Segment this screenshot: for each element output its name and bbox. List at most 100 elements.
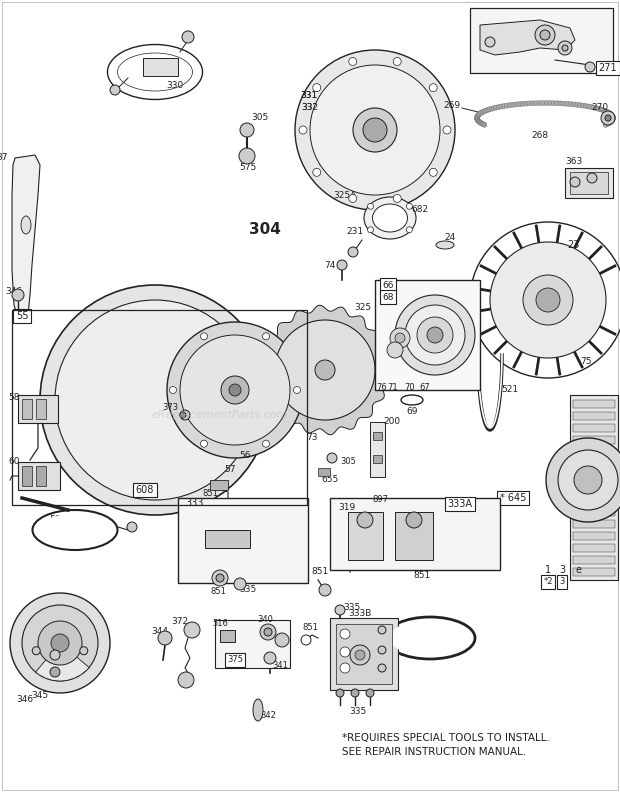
- Circle shape: [517, 101, 522, 107]
- Text: 3: 3: [559, 565, 565, 575]
- Text: 55: 55: [16, 311, 29, 321]
- Text: 331: 331: [301, 90, 318, 100]
- Bar: [573, 460, 615, 468]
- Circle shape: [312, 169, 321, 177]
- Circle shape: [558, 101, 563, 106]
- Circle shape: [368, 227, 374, 233]
- Bar: [18, 395, 58, 423]
- Text: * 645: * 645: [500, 493, 526, 503]
- Circle shape: [293, 386, 301, 394]
- Circle shape: [608, 120, 613, 124]
- Circle shape: [180, 335, 290, 445]
- Circle shape: [264, 652, 276, 664]
- Circle shape: [476, 113, 480, 118]
- Circle shape: [349, 195, 356, 203]
- Text: 332: 332: [301, 102, 318, 112]
- Circle shape: [319, 584, 331, 596]
- Polygon shape: [82, 135, 400, 440]
- Bar: [573, 472, 615, 480]
- Ellipse shape: [40, 516, 110, 544]
- Text: 70: 70: [405, 383, 415, 393]
- Text: 851: 851: [414, 570, 431, 580]
- Circle shape: [336, 689, 344, 697]
- Circle shape: [406, 512, 422, 528]
- Circle shape: [479, 110, 484, 116]
- Circle shape: [474, 116, 479, 120]
- Circle shape: [366, 689, 374, 697]
- Text: 200: 200: [383, 417, 401, 427]
- Text: 608: 608: [136, 485, 154, 495]
- Circle shape: [38, 621, 82, 665]
- Bar: [395, 512, 433, 560]
- Text: 68: 68: [383, 292, 394, 302]
- Text: 335: 335: [350, 707, 366, 717]
- Text: 304: 304: [249, 223, 281, 238]
- Text: 75: 75: [580, 357, 591, 367]
- Text: 69: 69: [406, 408, 418, 417]
- Circle shape: [547, 101, 553, 105]
- Circle shape: [510, 102, 515, 107]
- Circle shape: [594, 105, 599, 111]
- Circle shape: [262, 440, 270, 447]
- Text: 60: 60: [8, 458, 19, 466]
- Circle shape: [607, 120, 612, 125]
- Circle shape: [587, 173, 597, 183]
- Text: 851: 851: [210, 588, 226, 596]
- Bar: [573, 412, 615, 420]
- Text: 305: 305: [340, 458, 356, 466]
- Text: 342: 342: [260, 710, 276, 719]
- Bar: [570, 172, 608, 194]
- Circle shape: [598, 107, 603, 112]
- Bar: [370, 422, 385, 477]
- Circle shape: [40, 285, 270, 515]
- Circle shape: [480, 109, 485, 115]
- Circle shape: [32, 647, 40, 655]
- Bar: [336, 624, 392, 684]
- Bar: [573, 436, 615, 444]
- Ellipse shape: [373, 204, 407, 232]
- Circle shape: [476, 112, 481, 117]
- Circle shape: [483, 109, 488, 113]
- Circle shape: [485, 37, 495, 47]
- Circle shape: [489, 106, 494, 111]
- Circle shape: [480, 122, 485, 127]
- Circle shape: [295, 50, 455, 210]
- Bar: [373, 455, 382, 463]
- Text: 59: 59: [49, 516, 61, 524]
- Circle shape: [586, 104, 591, 109]
- Circle shape: [562, 45, 568, 51]
- Text: 1: 1: [545, 565, 551, 575]
- Circle shape: [378, 626, 386, 634]
- Circle shape: [476, 118, 480, 123]
- Circle shape: [393, 58, 401, 66]
- Circle shape: [476, 119, 481, 124]
- Bar: [143, 58, 178, 76]
- Circle shape: [478, 120, 483, 125]
- Circle shape: [178, 672, 194, 688]
- Circle shape: [169, 386, 177, 394]
- Circle shape: [443, 126, 451, 134]
- Circle shape: [565, 101, 570, 106]
- Circle shape: [216, 574, 224, 582]
- Text: 71: 71: [388, 383, 398, 393]
- Circle shape: [234, 578, 246, 590]
- Circle shape: [350, 645, 370, 665]
- Text: 851: 851: [302, 623, 318, 633]
- Ellipse shape: [392, 623, 467, 653]
- Circle shape: [405, 305, 465, 365]
- Circle shape: [494, 105, 498, 110]
- Circle shape: [212, 570, 228, 586]
- Text: 851: 851: [202, 489, 218, 498]
- Circle shape: [340, 647, 350, 657]
- Circle shape: [387, 342, 403, 358]
- Bar: [573, 532, 615, 540]
- Circle shape: [609, 112, 614, 117]
- Text: 344: 344: [151, 627, 169, 637]
- Text: 325: 325: [355, 303, 371, 313]
- Circle shape: [609, 118, 614, 123]
- Bar: [330, 498, 500, 570]
- Circle shape: [589, 105, 594, 109]
- Bar: [36, 466, 46, 486]
- Circle shape: [606, 121, 611, 126]
- Circle shape: [315, 360, 335, 380]
